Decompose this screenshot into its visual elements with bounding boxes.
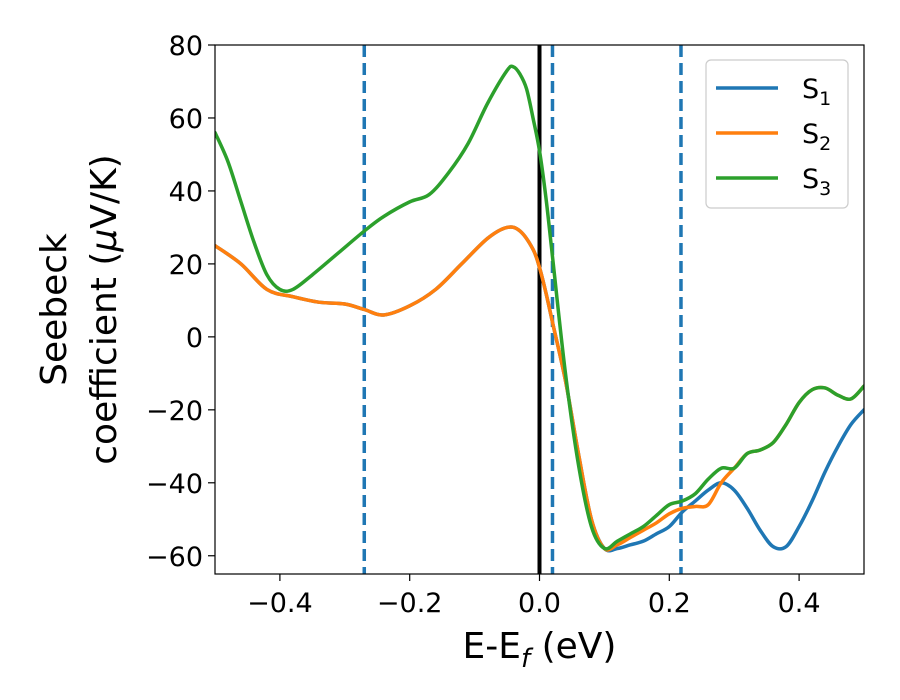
y-tick-label: −40 [146,469,203,500]
y-axis-title: Seebeck coefficient (μV/K) [34,154,125,464]
y-tick-label: 80 [169,31,203,62]
y-axis: 80 60 40 20 0 −20 −40 −60 [146,31,215,573]
y-axis-title-mu: μ [84,229,125,253]
y-tick-label: −20 [146,396,203,427]
x-axis: −0.4 −0.2 0.0 0.2 0.4 [247,574,821,619]
y-tick-label: 20 [169,250,203,281]
x-axis-title-unit: (eV) [530,626,616,667]
y-tick-label: −60 [146,542,203,573]
legend: S1 S2 S3 [705,59,849,209]
legend-label-s2: S2 [802,119,831,155]
y-tick-label: 40 [169,177,203,208]
series-lines [215,64,864,553]
legend-label-s3: S3 [802,164,831,200]
y-axis-title-line2: coefficient (μV/K) [84,154,125,464]
x-tick-label: −0.4 [247,588,313,619]
vertical-lines [362,45,683,574]
y-axis-title-pre: coefficient ( [84,252,125,465]
x-tick-label: −0.2 [377,588,443,619]
x-axis-title: E-Ef (eV) [463,626,617,674]
legend-label-s1: S1 [802,74,831,110]
x-tick-label: 0.4 [778,588,821,619]
x-tick-label: 0.2 [648,588,691,619]
x-tick-label: 0.0 [518,588,561,619]
x-axis-title-main: E-E [463,626,521,667]
y-axis-title-post: V/K) [84,154,125,228]
series-line-s3 [215,64,864,551]
y-tick-label: 0 [186,323,203,354]
y-tick-label: 60 [169,104,203,135]
y-axis-title-line1: Seebeck [34,233,75,386]
